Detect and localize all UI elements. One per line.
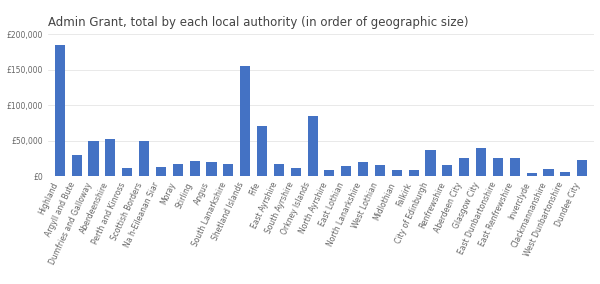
Bar (156, 167, 166, 176)
Bar (257, 126, 267, 176)
Bar (409, 170, 419, 176)
Bar (139, 141, 149, 176)
Bar (476, 148, 486, 176)
Bar (173, 164, 183, 176)
Bar (308, 116, 317, 176)
Bar (358, 162, 368, 176)
Bar (442, 165, 452, 176)
Bar (577, 160, 587, 176)
Bar (325, 170, 334, 176)
Bar (223, 164, 233, 176)
Bar (122, 168, 132, 176)
Bar (88, 141, 98, 176)
Bar (560, 172, 571, 176)
Bar (510, 158, 520, 176)
Bar (493, 158, 503, 176)
Bar (71, 155, 82, 176)
Text: Admin Grant, total by each local authority (in order of geographic size): Admin Grant, total by each local authori… (48, 16, 469, 29)
Bar (392, 170, 402, 176)
Bar (341, 166, 352, 176)
Bar (274, 164, 284, 176)
Bar (425, 150, 436, 176)
Bar (240, 66, 250, 176)
Bar (290, 168, 301, 176)
Bar (105, 139, 115, 176)
Bar (375, 165, 385, 176)
Bar (55, 45, 65, 176)
Bar (206, 162, 217, 176)
Bar (527, 172, 537, 176)
Bar (190, 161, 200, 176)
Bar (544, 169, 554, 176)
Bar (459, 158, 469, 176)
